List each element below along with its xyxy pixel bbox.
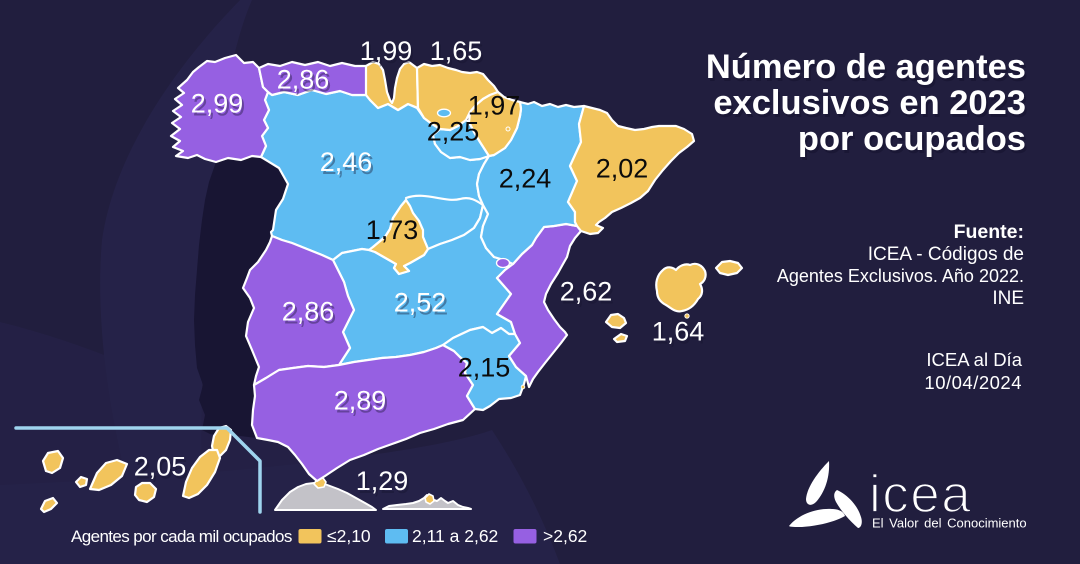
svg-text:1,64: 1,64	[652, 317, 705, 347]
svg-text:INE: INE	[992, 288, 1024, 309]
svg-text:≤2,10: ≤2,10	[327, 526, 371, 546]
svg-text:1,99: 1,99	[360, 36, 413, 66]
svg-text:El Valor del Conocimiento: El Valor del Conocimiento	[872, 516, 1027, 531]
svg-text:2,46: 2,46	[320, 147, 373, 177]
svg-text:2,25: 2,25	[427, 117, 480, 147]
svg-text:2,52: 2,52	[396, 291, 449, 321]
svg-text:>2,62: >2,62	[543, 526, 587, 546]
svg-text:2,05: 2,05	[136, 455, 189, 485]
svg-text:2,52: 2,52	[394, 288, 447, 318]
svg-text:2,99: 2,99	[193, 92, 246, 122]
svg-text:icea: icea	[869, 465, 972, 524]
svg-text:Número de agentes: Número de agentes	[706, 48, 1026, 86]
svg-text:1,65: 1,65	[430, 36, 483, 66]
svg-text:1,65: 1,65	[432, 39, 485, 69]
svg-text:2,24: 2,24	[499, 164, 552, 194]
svg-text:Fuente:: Fuente:	[954, 221, 1024, 243]
svg-text:1,97: 1,97	[468, 91, 521, 121]
svg-text:2,89: 2,89	[336, 389, 389, 419]
svg-text:Número de agentes: Número de agentes	[708, 51, 1028, 89]
svg-text:por ocupados: por ocupados	[798, 120, 1026, 158]
svg-text:Agentes Exclusivos. Año 2022.: Agentes Exclusivos. Año 2022.	[777, 266, 1024, 286]
svg-text:2,46: 2,46	[322, 150, 375, 180]
svg-text:exclusivos en 2023: exclusivos en 2023	[715, 87, 1028, 125]
svg-text:Agentes por cada mil ocupados: Agentes por cada mil ocupados	[71, 527, 292, 546]
svg-text:por ocupados: por ocupados	[800, 123, 1028, 161]
svg-text:ICEA - Códigos de: ICEA - Códigos de	[868, 244, 1024, 265]
svg-text:1,73: 1,73	[366, 215, 419, 245]
svg-text:1,64: 1,64	[654, 320, 707, 350]
svg-text:2,86: 2,86	[284, 300, 337, 330]
svg-text:2,62: 2,62	[562, 280, 615, 310]
svg-text:2,99: 2,99	[191, 89, 244, 119]
svg-text:exclusivos en 2023: exclusivos en 2023	[713, 84, 1026, 122]
svg-text:2,89: 2,89	[334, 386, 387, 416]
svg-text:2,86: 2,86	[282, 297, 335, 327]
svg-text:2,02: 2,02	[596, 154, 649, 184]
svg-text:2,15: 2,15	[458, 353, 511, 383]
svg-text:2,11 a 2,62: 2,11 a 2,62	[412, 526, 498, 546]
svg-text:10/04/2024: 10/04/2024	[924, 372, 1022, 393]
svg-text:1,29: 1,29	[356, 466, 409, 496]
svg-text:1,29: 1,29	[358, 469, 411, 499]
svg-text:2,62: 2,62	[560, 277, 613, 307]
svg-text:ICEA al Día: ICEA al Día	[926, 349, 1022, 370]
svg-text:2,86: 2,86	[277, 65, 330, 95]
svg-text:2,86: 2,86	[279, 68, 332, 98]
svg-text:1,99: 1,99	[362, 39, 415, 69]
svg-text:2,05: 2,05	[134, 452, 187, 482]
